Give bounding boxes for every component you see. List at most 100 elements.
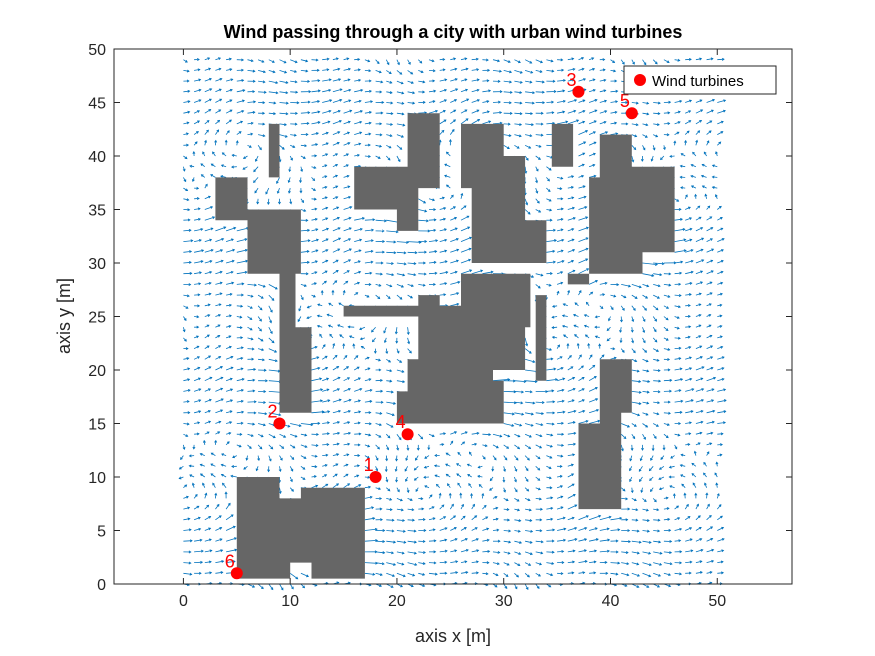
wind-arrowhead: [248, 145, 252, 148]
wind-arrowhead: [197, 110, 201, 113]
wind-arrow: [588, 387, 598, 392]
wind-arrow: [236, 110, 244, 114]
wind-arrow: [706, 120, 712, 125]
wind-arrowhead: [594, 527, 598, 531]
wind-arrowhead: [377, 156, 381, 159]
wind-arrow: [257, 337, 264, 342]
wind-arrowhead: [526, 488, 530, 492]
wind-arrowhead: [571, 399, 575, 403]
wind-arrowhead: [424, 239, 428, 243]
wind-arrowhead: [262, 70, 266, 74]
wind-arrow: [524, 358, 535, 363]
wind-arrowhead: [720, 270, 724, 274]
wind-arrow: [221, 464, 227, 467]
wind-arrow: [471, 89, 480, 93]
wind-arrowhead: [378, 70, 382, 74]
wind-arrowhead: [281, 146, 285, 150]
wind-arrowhead: [525, 343, 529, 347]
wind-arrow: [321, 483, 328, 489]
wind-arrowhead: [358, 410, 362, 414]
wind-arrowhead: [368, 79, 372, 83]
wind-arrow: [546, 59, 554, 62]
wind-arrowhead: [444, 174, 447, 178]
wind-arrow: [204, 355, 211, 360]
wind-arrow: [631, 412, 640, 416]
wind-arrowhead: [627, 507, 631, 511]
wind-arrowhead: [198, 88, 202, 92]
wind-arrow: [556, 260, 565, 264]
wind-arrow: [695, 560, 702, 563]
wind-arrow: [557, 475, 563, 478]
wind-arrowhead: [229, 88, 233, 92]
wind-arrow: [695, 335, 701, 339]
wind-arrow: [642, 284, 649, 287]
wind-arrowhead: [641, 447, 644, 451]
wind-arrowhead: [453, 109, 457, 113]
wind-arrow: [226, 561, 236, 563]
wind-arrowhead: [401, 134, 405, 138]
wind-arrow: [450, 515, 456, 521]
wind-arrowhead: [229, 377, 233, 381]
wind-arrowhead: [496, 562, 500, 566]
wind-arrow: [396, 358, 402, 363]
wind-arrowhead: [229, 99, 233, 103]
wind-arrow: [471, 515, 477, 521]
wind-arrow: [300, 59, 308, 62]
wind-arrowhead: [316, 314, 320, 318]
wind-arrowhead: [699, 99, 703, 103]
wind-arrow: [215, 249, 223, 253]
wind-arrowhead: [657, 296, 661, 299]
wind-arrow: [375, 155, 381, 159]
wind-arrowhead: [711, 186, 715, 189]
wind-arrow: [407, 59, 411, 65]
wind-arrow: [247, 111, 255, 114]
wind-arrowhead: [658, 487, 662, 491]
wind-arrowhead: [285, 81, 289, 84]
wind-arrowhead: [699, 431, 703, 435]
wind-arrowhead: [218, 345, 222, 348]
wind-arrow: [183, 111, 190, 114]
wind-arrowhead: [511, 412, 515, 416]
wind-arrowhead: [410, 81, 414, 84]
wind-arrowhead: [379, 507, 383, 511]
wind-arrow: [375, 358, 381, 361]
wind-arrow: [695, 378, 703, 382]
wind-arrowhead: [186, 79, 190, 83]
wind-arrowhead: [456, 259, 459, 263]
wind-arrow: [695, 421, 703, 424]
wind-arrowhead: [186, 121, 190, 125]
wind-arrow: [414, 476, 419, 481]
wind-arrowhead: [387, 157, 391, 161]
wind-arrow: [717, 410, 726, 414]
wind-arrowhead: [253, 100, 257, 104]
wind-arrow: [524, 144, 531, 149]
wind-arrowhead: [646, 284, 650, 288]
wind-arrowhead: [653, 436, 657, 439]
wind-arrowhead: [710, 356, 714, 359]
wind-arrowhead: [712, 409, 716, 413]
wind-arrow: [247, 122, 254, 125]
wind-arrowhead: [445, 473, 449, 477]
wind-arrowhead: [584, 538, 588, 541]
wind-arrow: [514, 91, 522, 94]
wind-arrowhead: [553, 228, 556, 232]
wind-arrow: [471, 538, 479, 542]
wind-arrowhead: [212, 151, 215, 155]
wind-arrow: [706, 538, 713, 542]
wind-arrowhead: [571, 473, 575, 477]
wind-arrow: [588, 153, 596, 157]
wind-arrowhead: [313, 197, 317, 201]
wind-arrow: [386, 241, 396, 243]
wind-arrow: [183, 423, 190, 425]
wind-arrow: [629, 455, 633, 461]
wind-arrow: [375, 423, 382, 426]
wind-arrow: [706, 410, 715, 414]
wind-arrowhead: [240, 367, 244, 371]
wind-arrowhead: [230, 399, 234, 403]
wind-arrow: [514, 70, 523, 74]
turbine-marker-6: [230, 567, 243, 580]
wind-arrowhead: [219, 98, 223, 102]
wind-arrowhead: [372, 517, 376, 520]
wind-arrowhead: [528, 508, 532, 512]
wind-arrow: [225, 514, 234, 521]
